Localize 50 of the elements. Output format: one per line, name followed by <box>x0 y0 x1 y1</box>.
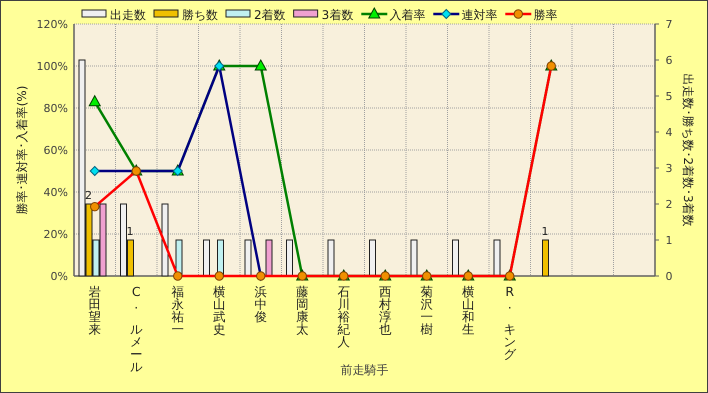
y2-tick-label: 7 <box>666 18 672 31</box>
y-tick-label: 20% <box>44 228 68 241</box>
x-tick-label: 横山武史 <box>212 284 226 336</box>
x-tick-label: 西村淳也 <box>378 284 392 336</box>
bar <box>542 240 549 276</box>
x-tick-label: 横山和生 <box>462 284 475 336</box>
x-tick-label: 岩田望来 <box>88 284 102 336</box>
bar <box>286 240 293 276</box>
bar <box>369 240 376 276</box>
legend-label: 連対率 <box>461 8 498 22</box>
legend-label: 3着数 <box>322 8 354 22</box>
x-tick-label: C. ルメール <box>130 284 143 374</box>
y2-tick-label: 5 <box>666 90 672 103</box>
bar <box>494 240 500 276</box>
data-label: 1 <box>126 225 134 238</box>
bar <box>244 240 252 276</box>
legend-label: 入着率 <box>389 8 426 22</box>
legend-label: 出走数 <box>110 8 146 22</box>
y2-tick-label: 0 <box>666 270 672 283</box>
bar <box>410 240 418 276</box>
bar <box>452 240 459 276</box>
y2-axis-title: 出走数･勝ち数･2着数･3着数 <box>681 73 695 227</box>
y-tick-label: 40% <box>44 186 68 199</box>
y-tick-label: 60% <box>44 144 68 157</box>
legend-label: 2着数 <box>254 8 286 22</box>
y-axis-title: 勝率･連対率･入着率(%) <box>15 86 29 214</box>
bar <box>266 240 272 276</box>
data-label: 1 <box>542 225 548 238</box>
legend-label: 勝率 <box>533 8 558 22</box>
bar <box>162 204 168 276</box>
x-tick-label: 藤岡康太 <box>296 284 309 336</box>
x-tick-label: 菊沢一樹 <box>420 284 434 336</box>
x-tick-label: 福永祐一 <box>171 284 184 336</box>
y2-tick-label: 1 <box>666 234 672 247</box>
y2-tick-label: 2 <box>666 198 672 211</box>
bar <box>203 240 210 276</box>
y-tick-label: 0% <box>50 270 68 283</box>
x-tick-label: 石川裕紀人 <box>337 284 350 349</box>
x-tick-label: 浜中俊 <box>253 284 268 324</box>
x-axis-title: 前走騎手 <box>340 363 388 377</box>
x-tick-label: R. キング <box>503 284 518 362</box>
y-tick-label: 80% <box>44 102 68 115</box>
y-tick-label: 120% <box>36 18 68 31</box>
legend-label: 勝ち数 <box>182 8 218 22</box>
y2-tick-label: 3 <box>666 162 672 175</box>
y2-tick-label: 4 <box>666 126 672 139</box>
data-label: 2 <box>85 189 92 202</box>
y2-tick-label: 6 <box>666 54 672 67</box>
y-tick-label: 100% <box>36 60 68 73</box>
bar <box>328 240 334 276</box>
